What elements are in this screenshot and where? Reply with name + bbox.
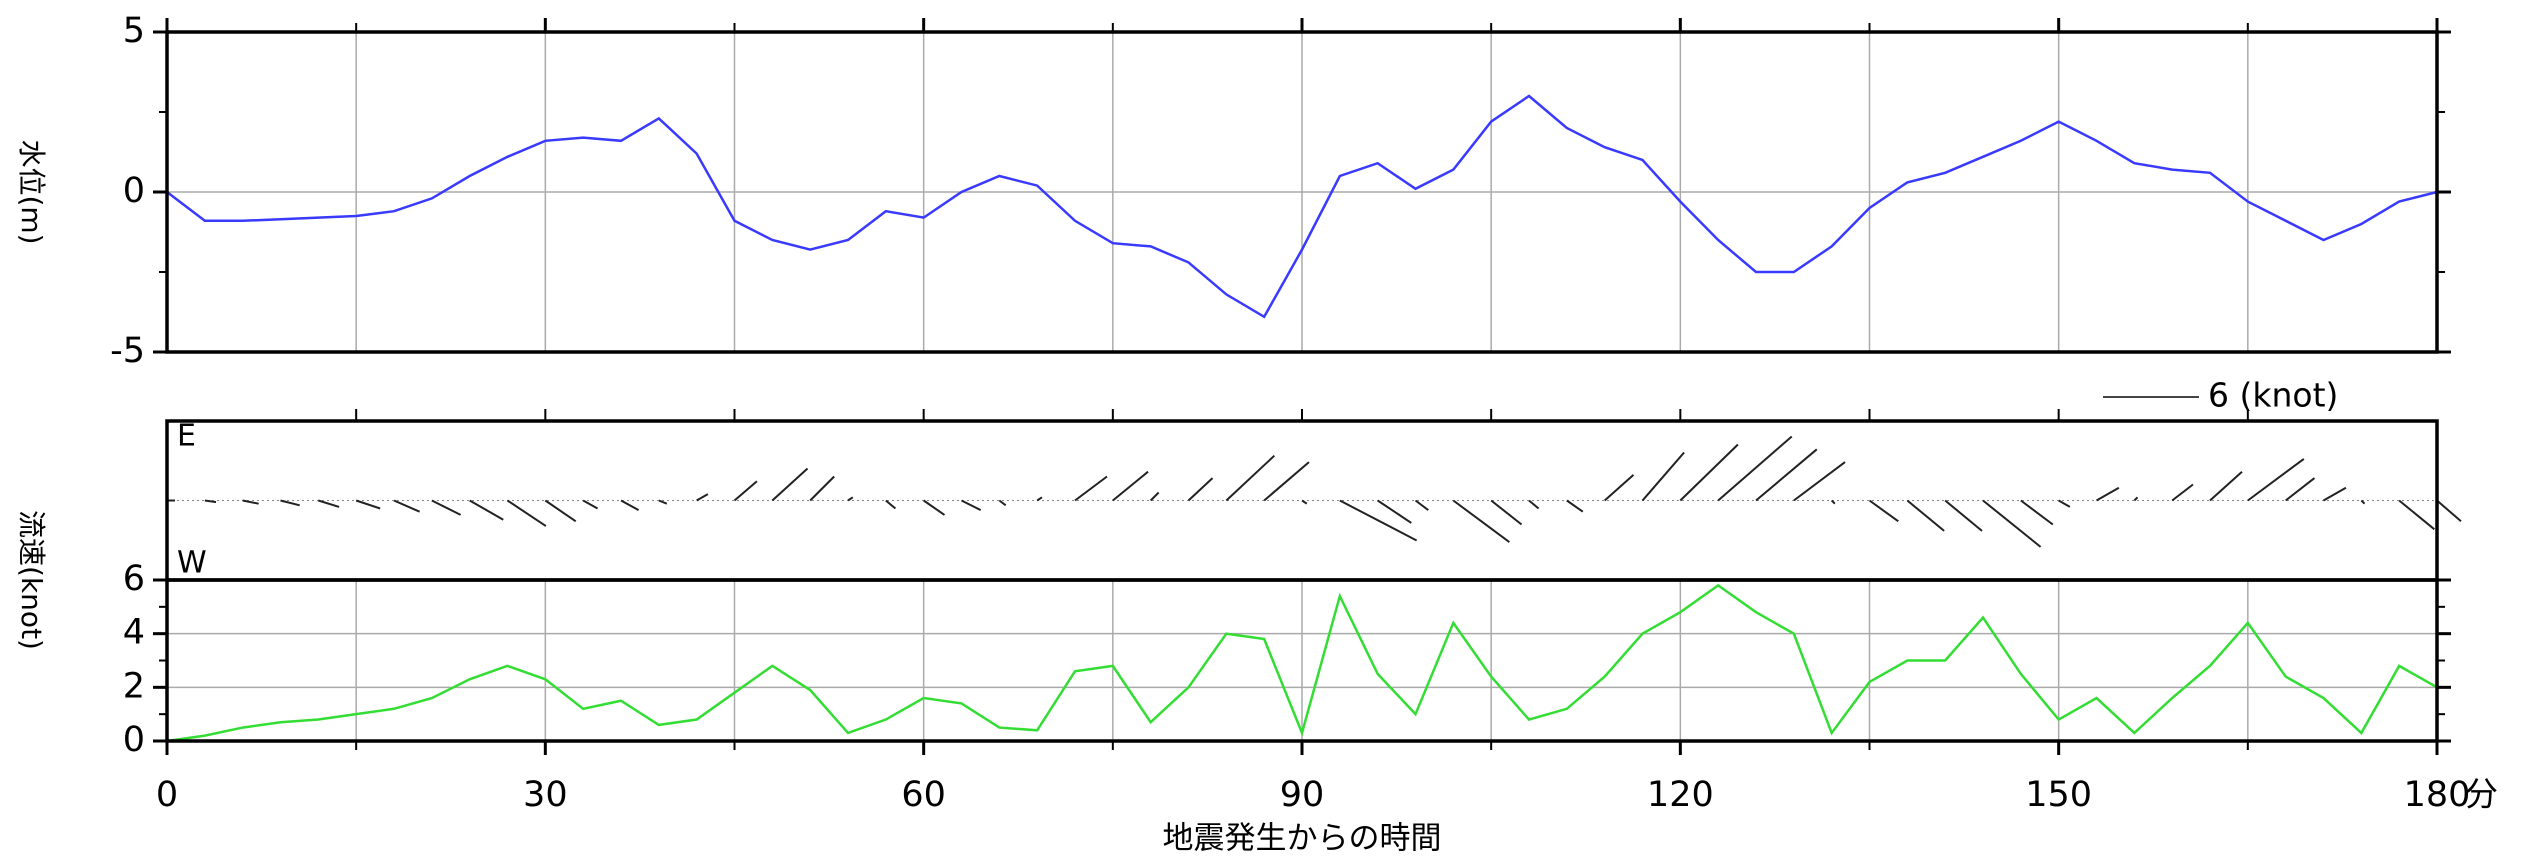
stick xyxy=(544,499,577,523)
stick xyxy=(998,499,1007,507)
x-tick-label: 120 xyxy=(1647,775,1714,815)
stick xyxy=(1377,499,1412,524)
scale-label: 6 (knot) xyxy=(2208,376,2338,415)
stick xyxy=(469,499,504,521)
stick xyxy=(1868,499,1899,523)
stick xyxy=(1566,499,1584,513)
stick xyxy=(2209,470,2243,502)
stick xyxy=(696,493,709,502)
stick xyxy=(2096,486,2120,502)
x-tick-label: 30 xyxy=(523,775,568,815)
stick xyxy=(1793,461,1846,502)
stick xyxy=(1944,499,1983,532)
stick xyxy=(1452,499,1510,543)
stick xyxy=(1528,499,1540,510)
east-label: E xyxy=(177,419,196,454)
y-tick-label: 5 xyxy=(123,11,145,51)
stick xyxy=(1755,448,1818,502)
stick xyxy=(923,499,946,516)
stick xyxy=(847,496,854,502)
stick xyxy=(204,499,217,504)
x-tick-label: 0 xyxy=(156,775,178,815)
stick xyxy=(318,499,340,508)
stick xyxy=(2398,499,2435,531)
y-tick-label: 2 xyxy=(123,666,145,706)
data-line xyxy=(166,583,2438,743)
stick xyxy=(393,499,421,513)
stick xyxy=(2360,499,2366,505)
stick xyxy=(1604,474,1635,502)
x-tick-label: 90 xyxy=(1280,775,1325,815)
x-tick-label: 60 xyxy=(901,775,946,815)
stick xyxy=(355,499,381,510)
stick xyxy=(1906,499,1945,532)
stick xyxy=(1036,496,1043,502)
x-axis-label: 地震発生からの時間 xyxy=(1163,821,1442,857)
stick xyxy=(1830,499,1836,505)
stick xyxy=(506,499,547,527)
x-tick-label: 150 xyxy=(2025,775,2092,815)
data-line xyxy=(166,94,2438,319)
stick xyxy=(2285,477,2316,502)
stick xyxy=(658,499,668,505)
stick xyxy=(961,499,982,511)
stick xyxy=(1149,491,1160,502)
stick xyxy=(2058,499,2071,508)
stick xyxy=(885,499,897,510)
stick xyxy=(733,480,758,502)
stick xyxy=(1414,499,1429,511)
stick xyxy=(2171,483,2194,502)
stick xyxy=(1187,477,1214,502)
y-tick-label: 6 xyxy=(123,559,145,599)
y-tick-label: -5 xyxy=(110,331,145,371)
stick xyxy=(242,499,259,505)
stick xyxy=(280,499,300,507)
stick xyxy=(1679,443,1739,502)
stick xyxy=(2020,499,2054,526)
stick xyxy=(771,467,809,502)
x-unit: 分 xyxy=(2465,775,2498,814)
stick xyxy=(1641,451,1685,502)
stick xyxy=(1717,435,1793,502)
stick xyxy=(620,499,640,511)
stick xyxy=(2323,486,2347,502)
stick xyxy=(1490,499,1523,526)
stick xyxy=(1982,499,2042,548)
y-axis-label: 水位(m) xyxy=(15,139,48,244)
x-tick-label: 180 xyxy=(2404,775,2471,815)
west-label: W xyxy=(177,546,207,581)
stick xyxy=(2133,496,2139,502)
stick xyxy=(431,499,462,516)
y-tick-label: 0 xyxy=(123,171,145,211)
stick xyxy=(1301,499,1308,505)
stick xyxy=(809,475,835,502)
stick xyxy=(2247,458,2305,502)
stick xyxy=(582,499,599,510)
y-tick-label: 0 xyxy=(123,720,145,760)
stick xyxy=(1225,454,1276,502)
stick xyxy=(2436,499,2462,523)
y-axis-label: 流速(knot) xyxy=(15,510,48,650)
stick xyxy=(1112,470,1149,502)
y-tick-label: 4 xyxy=(123,613,145,653)
stick xyxy=(1263,461,1310,502)
stick xyxy=(1074,475,1108,502)
stick xyxy=(1339,499,1418,542)
